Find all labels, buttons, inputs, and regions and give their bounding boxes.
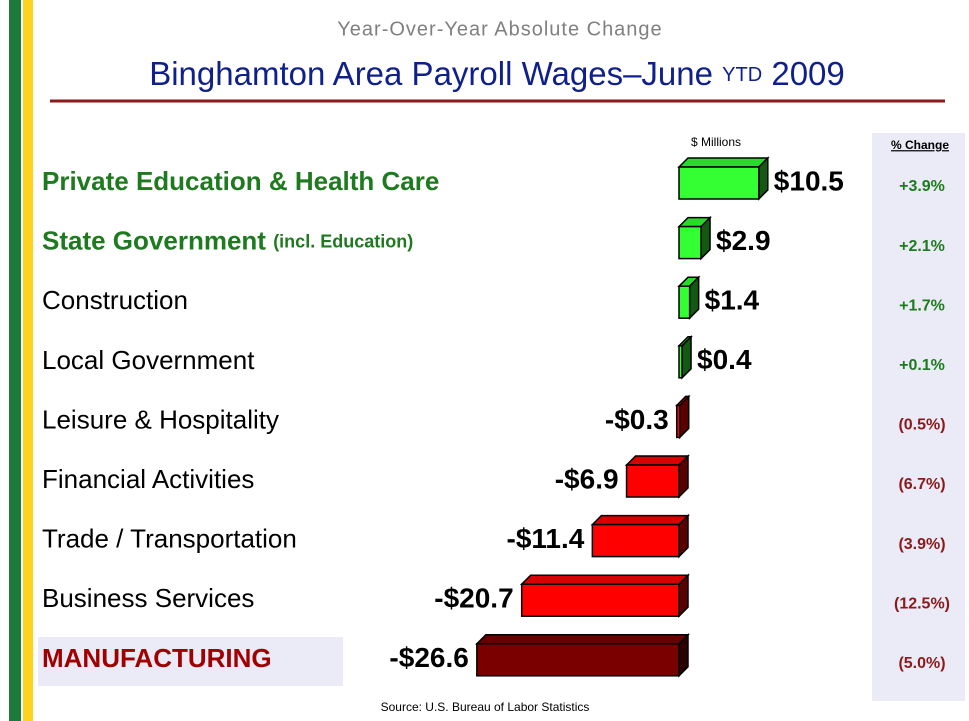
bar-front <box>678 285 691 319</box>
change-label: (5.0%) <box>898 655 945 672</box>
category-label: Construction <box>42 285 188 315</box>
value-label: -$26.6 <box>389 642 468 673</box>
unit-label: $ Millions <box>691 135 741 149</box>
category-name: MANUFACTURING <box>42 643 272 673</box>
category-label: Trade / Transportation <box>42 523 297 553</box>
change-panel <box>872 133 965 701</box>
bar <box>677 334 693 380</box>
bar-top <box>519 574 690 585</box>
category-name: Construction <box>42 285 188 315</box>
change-label: +1.7% <box>899 297 945 314</box>
left-strip-green <box>9 0 21 721</box>
bar-front <box>678 225 702 260</box>
bar-front <box>675 404 681 439</box>
title: Binghamton Area Payroll Wages–June YTD 2… <box>149 55 845 92</box>
category-name: Trade / Transportation <box>42 523 297 553</box>
left-strip-yellow <box>23 0 33 721</box>
change-label: (3.9%) <box>898 536 945 553</box>
category-note: (incl. Education) <box>273 231 413 251</box>
change-label: +0.1% <box>899 357 945 374</box>
value-label: -$6.9 <box>555 463 619 494</box>
category-name: Business Services <box>42 583 254 613</box>
source: Source: U.S. Bureau of Labor Statistics <box>381 700 590 714</box>
value-label: $2.9 <box>716 225 771 256</box>
change-label: +2.1% <box>899 238 945 255</box>
category-name: Financial Activities <box>42 464 254 494</box>
highlight-panel <box>38 637 343 686</box>
title-small: YTD <box>722 64 762 86</box>
category-name: Local Government <box>42 345 255 375</box>
value-label: $0.4 <box>697 344 752 375</box>
category-name: Leisure & Hospitality <box>42 404 279 434</box>
bar-front <box>625 464 680 498</box>
category-label: Local Government <box>42 345 255 375</box>
value-label: -$20.7 <box>434 583 513 614</box>
title-main: Binghamton Area Payroll Wages–June <box>149 55 713 92</box>
subtitle: Year-Over-Year Absolute Change <box>337 18 662 40</box>
bar-front <box>678 345 683 379</box>
title-end: 2009 <box>771 55 844 92</box>
category-label: Financial Activities <box>42 464 254 494</box>
category-label: State Government (incl. Education) <box>42 225 413 255</box>
bar <box>475 632 690 678</box>
bar-top <box>624 455 690 466</box>
value-label: $10.5 <box>774 165 844 196</box>
bar <box>519 573 690 619</box>
category-name: State Government <box>42 225 266 255</box>
category-name: Private Education & Health Care <box>42 166 439 196</box>
bar-front <box>476 643 680 677</box>
bar-top <box>677 157 770 168</box>
change-label: (12.5%) <box>894 595 950 612</box>
category-label: Private Education & Health Care <box>42 166 439 196</box>
category-label: Leisure & Hospitality <box>42 404 279 434</box>
value-label: $1.4 <box>705 285 760 316</box>
bar-front <box>520 583 680 617</box>
change-label: (6.7%) <box>898 476 945 493</box>
bar <box>677 215 712 261</box>
bar <box>677 275 701 321</box>
category-label: MANUFACTURING <box>42 643 272 673</box>
change-label: +3.9% <box>899 178 945 195</box>
bar-top <box>590 514 690 526</box>
bar-top <box>475 634 690 645</box>
value-label: -$0.3 <box>605 404 669 435</box>
bar <box>590 513 690 559</box>
bar <box>674 394 691 440</box>
bar-front <box>678 166 760 200</box>
change-header: % Change <box>891 138 949 152</box>
value-label: -$11.4 <box>507 523 585 554</box>
category-label: Business Services <box>42 583 254 613</box>
bar-front <box>591 523 680 558</box>
bar <box>624 454 690 499</box>
change-label: (0.5%) <box>898 417 945 434</box>
bar <box>677 156 770 201</box>
